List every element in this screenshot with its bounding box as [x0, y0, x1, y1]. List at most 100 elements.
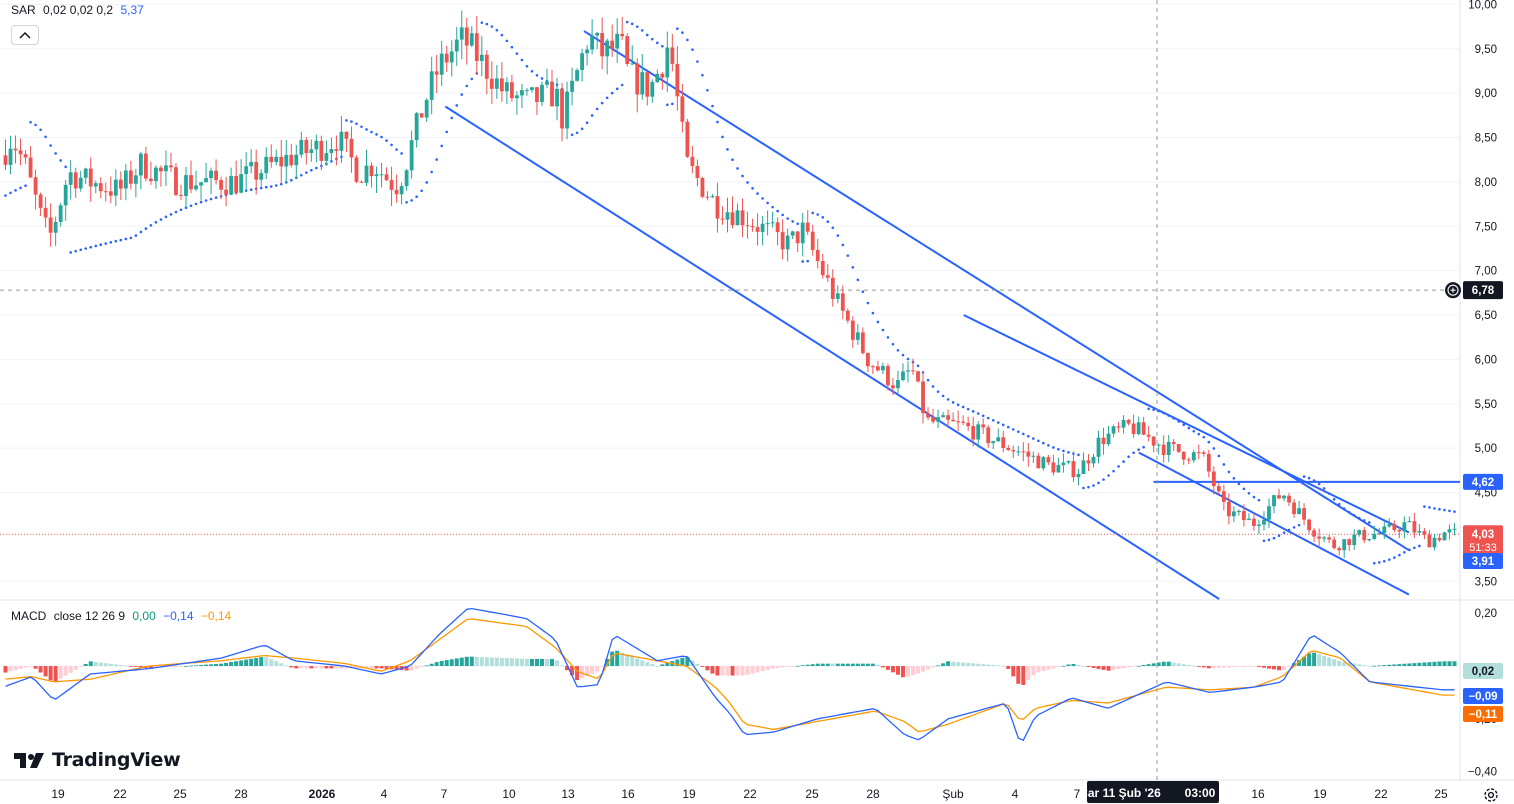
tradingview-logo[interactable]: TradingView	[12, 748, 181, 772]
candle-body	[1432, 537, 1437, 548]
time-tick-label: 4	[381, 787, 388, 801]
sar-dot	[1047, 444, 1050, 447]
macd-histogram-bar	[269, 659, 274, 667]
sar-dot	[4, 194, 7, 197]
candle-body	[249, 161, 254, 167]
macd-histogram-bar	[249, 658, 254, 667]
sar-dot	[134, 234, 138, 237]
lower-price-text: 3,91	[1472, 556, 1495, 568]
sar-dot	[891, 342, 895, 346]
candle-body	[1066, 461, 1071, 463]
sar-dot	[1282, 531, 1286, 534]
candle-body	[620, 33, 625, 37]
macd-histogram-bar	[1116, 666, 1121, 670]
macd-histogram-bar	[509, 658, 514, 667]
time-tick-label: 19	[1313, 787, 1327, 801]
sar-dot	[1332, 498, 1336, 501]
sar-dot	[946, 398, 950, 401]
candle-body	[941, 415, 945, 418]
sar-dot	[966, 407, 970, 411]
candle-body	[143, 153, 148, 179]
candle-body	[199, 182, 203, 186]
macd-histogram-bar	[650, 664, 655, 667]
macd-histogram-bar	[128, 666, 133, 667]
settings-gear-icon[interactable]	[1482, 786, 1500, 804]
sar-dot	[1252, 495, 1256, 499]
macd-histogram-bar	[800, 665, 805, 667]
macd-histogram-bar	[344, 666, 349, 669]
sar-dot	[856, 278, 860, 282]
sar-dot	[189, 204, 193, 208]
sar-dot	[976, 412, 980, 415]
macd-histogram-bar	[1141, 664, 1146, 667]
sar-dot	[1127, 455, 1130, 459]
grid	[0, 0, 1514, 781]
macd-histogram-bar	[294, 666, 299, 669]
macd-histogram-bar	[1332, 659, 1337, 667]
candle-body	[1352, 534, 1357, 546]
candle-body	[1427, 534, 1432, 548]
macd-histogram-bar	[354, 666, 359, 669]
macd-histogram-bar	[875, 664, 880, 667]
time-tick-label: 28	[866, 787, 880, 801]
time-tick-label: 19	[51, 787, 65, 801]
macd-histogram-bar	[750, 666, 755, 674]
price-tick-label: 9,50	[1475, 44, 1497, 56]
candle-body	[1221, 491, 1226, 502]
macd-histogram-bar	[1091, 666, 1096, 668]
macd-histogram-bar	[1447, 661, 1452, 667]
candle-body	[730, 212, 735, 226]
candle-body	[68, 172, 73, 185]
candle-body	[1322, 537, 1327, 539]
candle-body	[424, 99, 429, 118]
macd-histogram-bar	[660, 664, 665, 667]
macd-histogram-bar	[539, 658, 544, 667]
macd-histogram-bar	[1417, 662, 1422, 667]
sar-dot	[650, 37, 654, 41]
macd-histogram-bar	[53, 666, 58, 682]
candle-body	[259, 173, 264, 180]
macd-histogram-bar	[219, 663, 224, 667]
macd-histogram-bar	[489, 657, 494, 667]
candle-body	[951, 419, 956, 422]
macd-histogram-bar	[404, 666, 409, 671]
sar-dot	[274, 184, 278, 187]
macd-histogram-bar	[550, 658, 555, 667]
candle-body	[1171, 441, 1176, 445]
candle-body	[133, 175, 138, 184]
time-tick-label: 16	[621, 787, 635, 801]
candle-body	[921, 381, 925, 414]
macd-histogram-bar	[630, 656, 635, 667]
collapse-legend-button[interactable]	[11, 25, 39, 45]
sar-dot	[49, 144, 52, 147]
sar-dot	[625, 20, 629, 24]
macd-histogram-bar	[1126, 666, 1131, 668]
macd-histogram-bar	[204, 664, 209, 667]
sar-dot	[129, 236, 133, 240]
sar-dot	[771, 205, 774, 209]
candle-body	[675, 63, 680, 97]
sar-dot	[84, 247, 88, 250]
sar-dot	[525, 64, 529, 68]
sar-dot	[681, 31, 684, 34]
candle-body	[615, 33, 620, 49]
candle-body	[590, 35, 595, 50]
macd-histogram-bar	[534, 658, 539, 667]
sar-dot	[666, 103, 669, 107]
candle-body	[1036, 455, 1041, 469]
candle-body	[1402, 522, 1407, 532]
macd-histogram-bar	[544, 658, 550, 667]
candle-body	[1332, 539, 1337, 549]
sar-dot	[590, 114, 594, 117]
candle-body	[264, 156, 269, 174]
sar-dot	[1418, 544, 1421, 548]
macd-histogram-bar	[529, 658, 534, 667]
macd-histogram-bar	[1096, 666, 1101, 669]
sar-dot	[726, 148, 729, 151]
sar-dot	[1377, 561, 1381, 564]
lower-price-tag	[1463, 553, 1503, 569]
macd-histogram-bar	[1392, 664, 1397, 667]
macd-histogram-bar	[1342, 661, 1347, 667]
candle-body	[525, 90, 529, 92]
